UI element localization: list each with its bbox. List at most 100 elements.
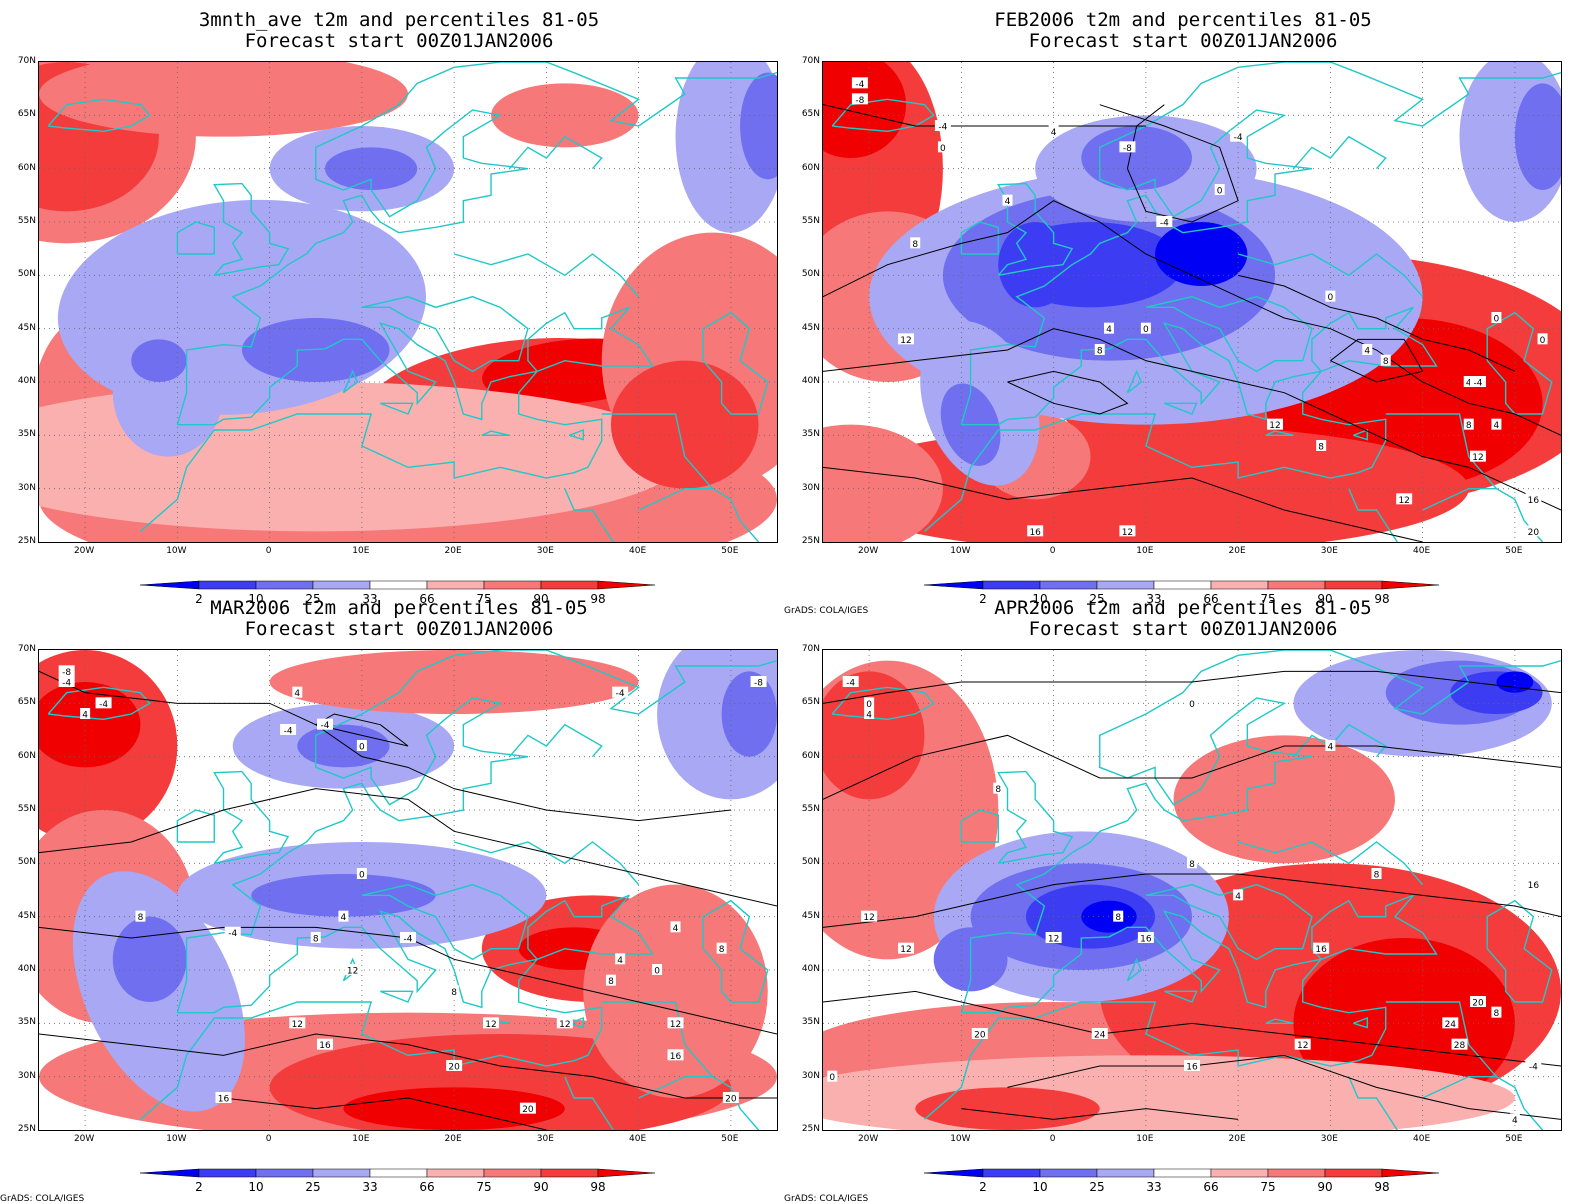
lat-tick-label: 50N: [801, 269, 820, 280]
contour-label: 12: [1469, 450, 1486, 463]
svg-text:-4: -4: [938, 123, 947, 133]
contour-label: 16: [1525, 493, 1542, 506]
svg-text:24: 24: [1094, 1031, 1106, 1041]
svg-text:28: 28: [1454, 1041, 1466, 1051]
svg-text:8: 8: [1374, 871, 1380, 881]
lon-tick-label: 20W: [857, 546, 879, 556]
lat-tick-label: 55N: [801, 804, 820, 814]
svg-text:12: 12: [292, 1020, 303, 1030]
contour-label: 0: [652, 964, 663, 977]
contour-label: 4: [1233, 889, 1244, 902]
legend-swatch: [1096, 1168, 1155, 1178]
contour-label: 8: [605, 974, 616, 987]
contour-label: 12: [344, 964, 361, 977]
svg-text:-4: -4: [320, 721, 329, 731]
lat-tick-label: 40N: [801, 964, 820, 974]
percentile-region: [324, 147, 418, 190]
panel-apr2006: APR2006 t2m and percentiles 81-05 Foreca…: [784, 588, 1582, 1204]
contour-label: 4: [670, 921, 681, 934]
legend-tick-label: 33: [362, 592, 377, 606]
lat-tick-label: 70N: [801, 56, 820, 66]
contour-label: 8: [1371, 868, 1382, 881]
contour-label: 16: [316, 1038, 333, 1051]
panel-title-line1: FEB2006 t2m and percentiles 81-05: [994, 9, 1372, 31]
percentile-region: [1173, 735, 1395, 864]
lat-tick-label: 35N: [17, 429, 36, 440]
contour-label: -8: [851, 93, 868, 106]
contour-label: 12: [1045, 932, 1062, 945]
lat-tick-label: 25N: [17, 536, 36, 546]
lat-tick-label: 40N: [17, 964, 36, 974]
contour-label: 4: [1362, 344, 1373, 357]
contour-label: 12: [898, 942, 915, 955]
lat-tick-label: 55N: [801, 216, 820, 226]
legend-tick-label: 98: [1374, 1180, 1389, 1194]
lon-tick-label: 0: [1049, 546, 1056, 556]
percentile-region: [269, 650, 639, 714]
lat-tick-label: 30N: [17, 1070, 36, 1081]
legend-swatch: [139, 1168, 200, 1178]
panel-title-line2: Forecast start 00Z01JAN2006: [244, 30, 554, 52]
lon-tick-label: 50E: [1505, 546, 1523, 556]
svg-text:4: 4: [294, 689, 300, 699]
map-area: -4 -8 -4 0 4 -4 0 4 8 -8 -4 0 4 8 12 0 4 8 12 0 4 8 12 -4 16 12 8 1…: [822, 61, 1562, 543]
svg-text:0: 0: [1217, 187, 1223, 197]
map-area: -4 0 4 0 4 8 8 4 12 8 12 8 12 16 16 16 20 20 24 12 16 24 28 8 -4…: [822, 649, 1562, 1131]
svg-text:4: 4: [866, 711, 872, 721]
grid-lines: [823, 650, 1561, 1130]
svg-text:-4: -4: [1529, 1063, 1538, 1073]
svg-text:8: 8: [1115, 913, 1121, 923]
contour-label: 8: [310, 932, 321, 945]
lat-tick-label: 30N: [801, 482, 820, 493]
contour-label: 8: [993, 782, 1004, 795]
percentile-region: [1081, 126, 1192, 190]
contour-label: 0: [864, 697, 875, 710]
contour-label: -4: [1525, 1060, 1542, 1073]
lon-tick-label: 30E: [1320, 1134, 1338, 1144]
svg-text:-4: -4: [62, 679, 71, 689]
legend-tick-label: 75: [1260, 592, 1275, 606]
legend-tick-label: 66: [419, 592, 434, 606]
svg-text:20: 20: [974, 1031, 986, 1041]
svg-text:20: 20: [725, 1095, 737, 1105]
lon-tick-label: 10E: [352, 1134, 370, 1144]
contour-label: 0: [1325, 290, 1336, 303]
lat-tick-label: 40N: [801, 376, 820, 386]
svg-text:20: 20: [448, 1063, 460, 1073]
svg-text:-8: -8: [62, 668, 71, 678]
contour-label: 24: [1442, 1017, 1459, 1030]
contour-label: -4: [1156, 216, 1173, 229]
panel-3mnth-ave: 3mnth_ave t2m and percentiles 81-05 Fore…: [0, 0, 798, 606]
panel-title-line1: APR2006 t2m and percentiles 81-05: [994, 597, 1372, 619]
legend-tick-label: 25: [305, 592, 320, 606]
lat-tick-label: 45N: [17, 910, 36, 921]
contour-label: -4: [612, 686, 629, 699]
percentile-region: [1496, 671, 1534, 693]
svg-text:-4: -4: [1234, 133, 1243, 143]
percentile-field: [39, 62, 777, 542]
contour-label: 20: [1469, 996, 1486, 1009]
lat-tick-label: 45N: [17, 322, 36, 333]
svg-text:12: 12: [900, 945, 911, 955]
lon-tick-label: 0: [265, 546, 272, 556]
contour-label: 4: [1002, 194, 1013, 207]
lat-tick-label: 45N: [801, 322, 820, 333]
legend-tick-label: 66: [1203, 592, 1218, 606]
contour-label: 0: [1214, 184, 1225, 197]
legend-tick-label: 90: [1317, 1180, 1332, 1194]
svg-text:16: 16: [319, 1041, 331, 1051]
svg-text:-8: -8: [754, 679, 763, 689]
contour-label: 0: [827, 1070, 838, 1083]
contour-label: 12: [483, 1017, 500, 1030]
legend-tick-label: 2: [195, 1180, 203, 1194]
svg-text:4: 4: [1364, 347, 1370, 357]
contour-label: 12: [289, 1017, 306, 1030]
coastlines: [831, 62, 1561, 542]
lat-tick-label: 55N: [17, 216, 36, 226]
contour-label: -4: [95, 697, 112, 710]
legend-swatch: [369, 1168, 428, 1178]
contour-label: 12: [556, 1017, 573, 1030]
lon-tick-label: 30E: [1320, 546, 1338, 556]
contour-label: 8: [1316, 440, 1327, 453]
lat-tick-label: 65N: [17, 109, 36, 120]
